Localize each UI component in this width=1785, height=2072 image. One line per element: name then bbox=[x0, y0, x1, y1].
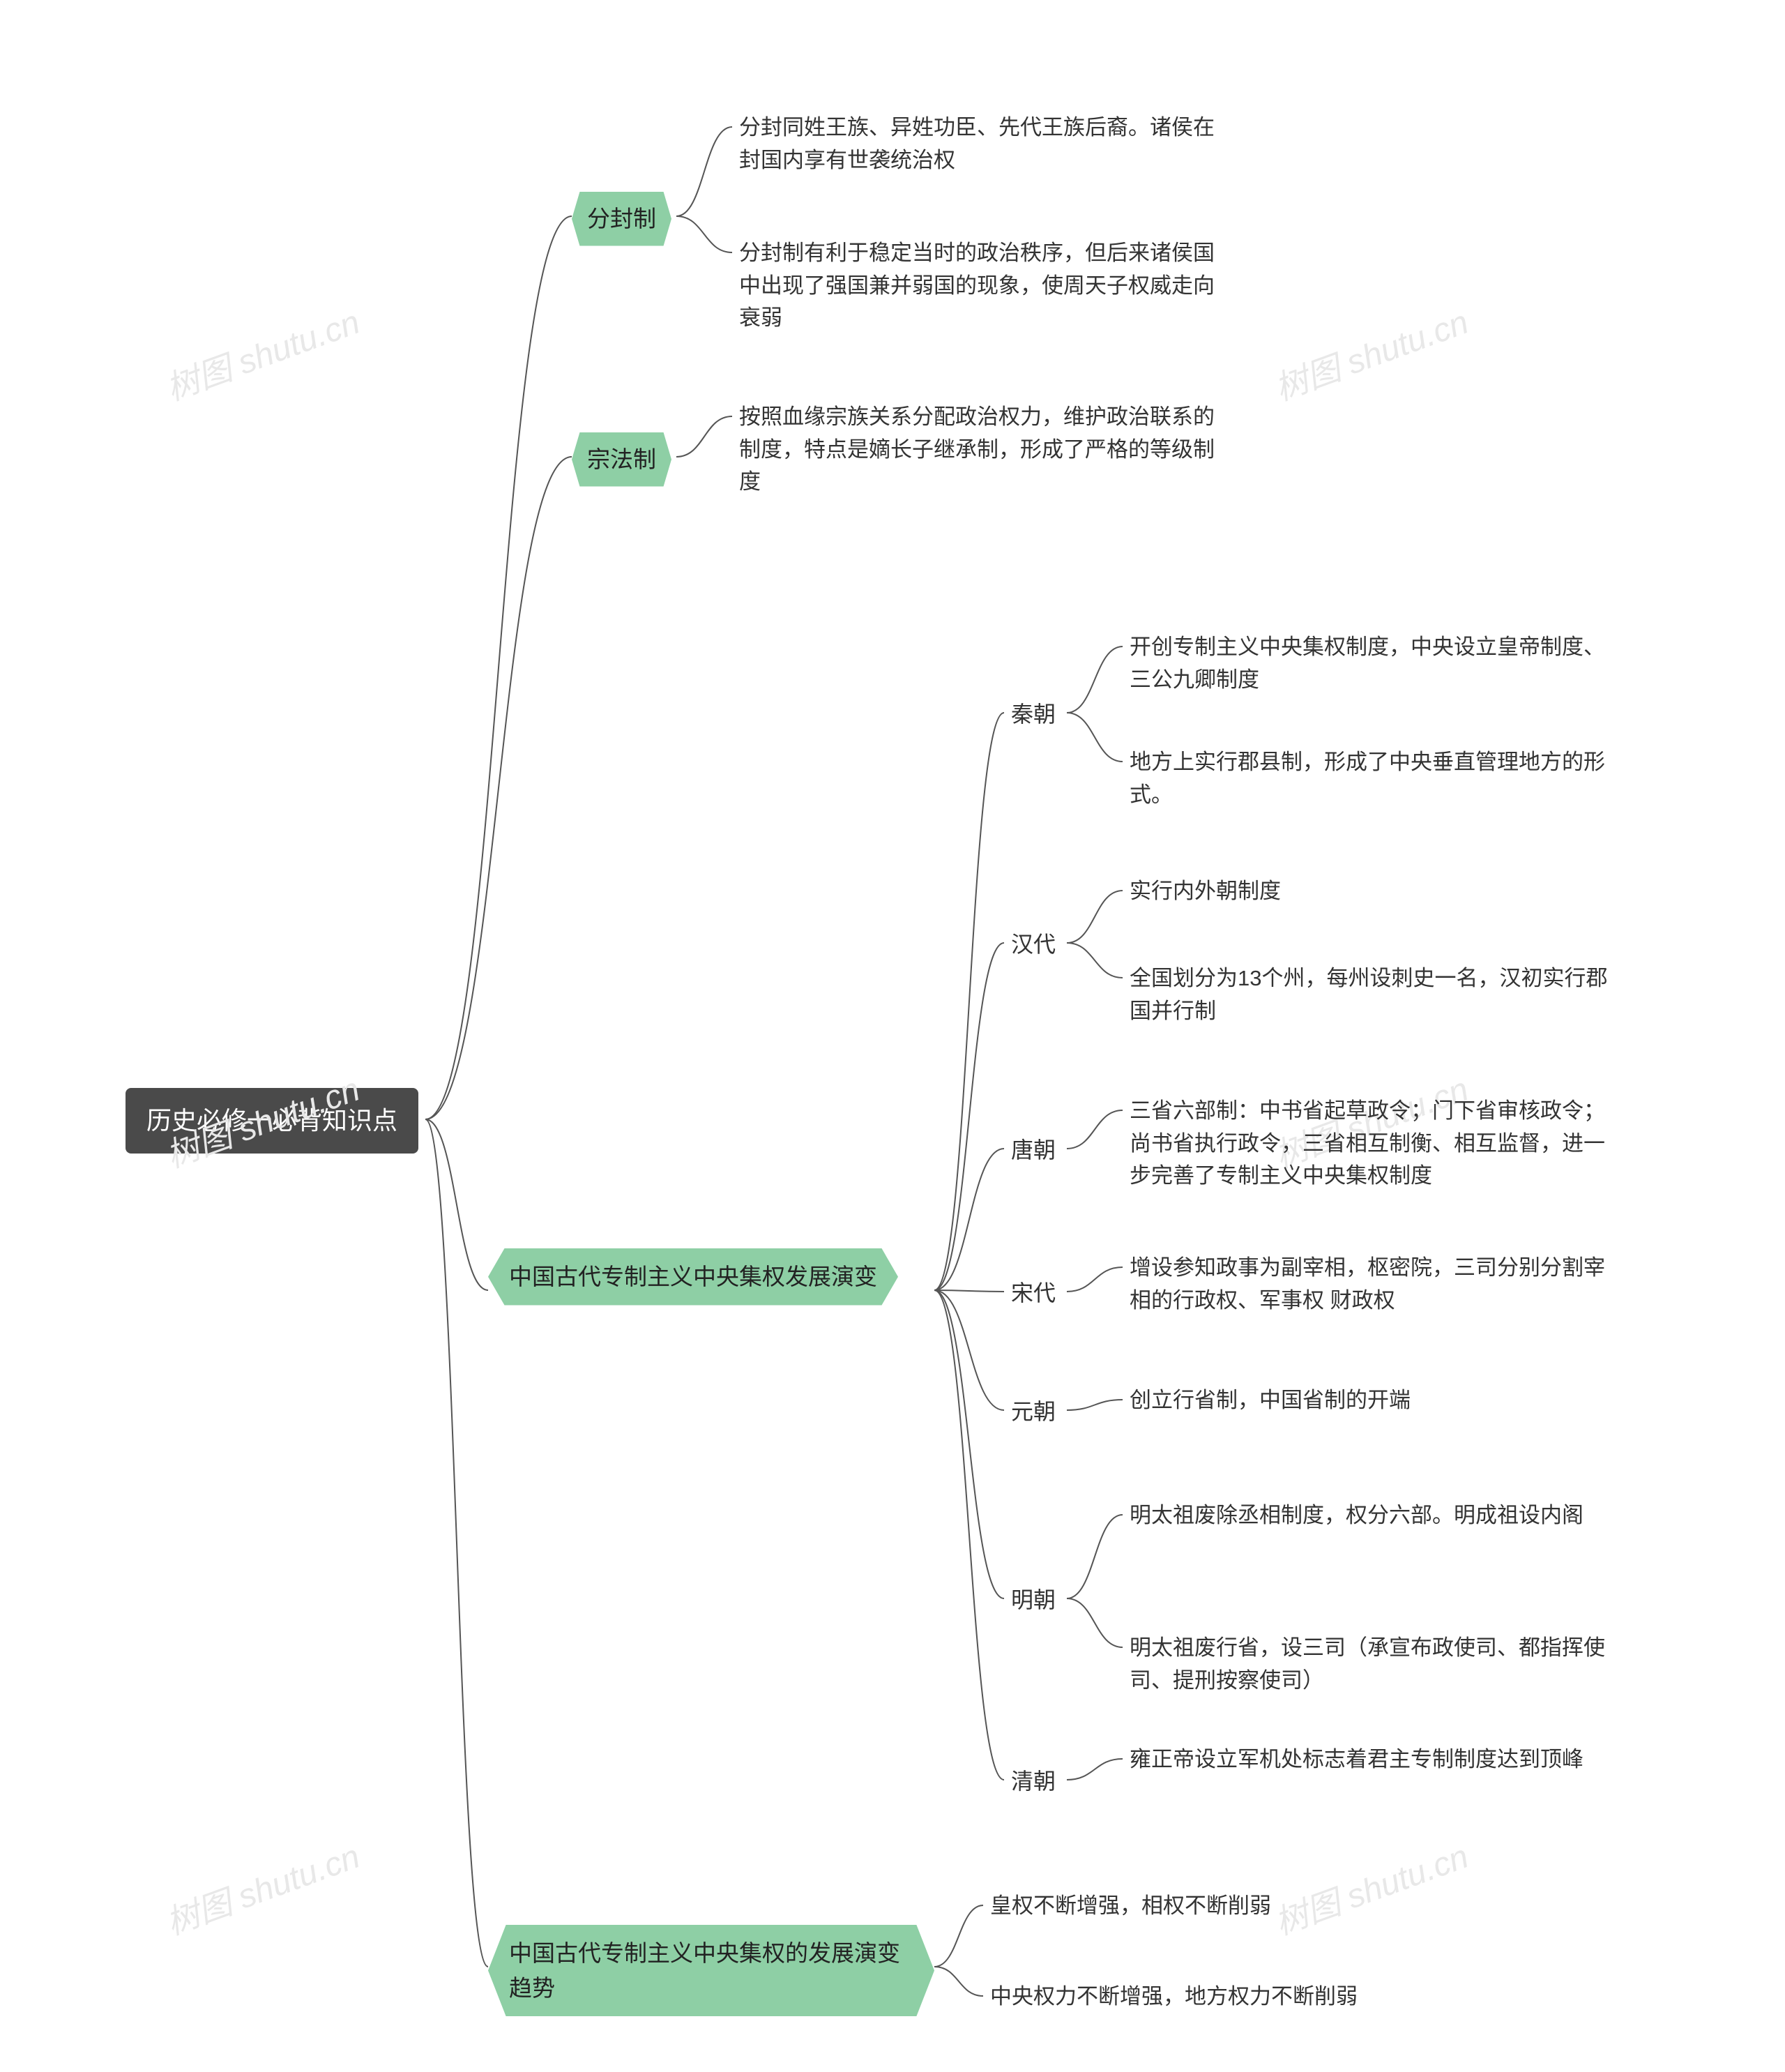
leaf-text: 全国划分为13个州，每州设刺史一名，汉初实行郡国并行制 bbox=[1130, 962, 1611, 1027]
leaf-text: 三省六部制：中书省起草政令；门下省审核政令；尚书省执行政令，三省相互制衡、相互监… bbox=[1130, 1095, 1611, 1193]
leaf-text: 分封同姓王族、异姓功臣、先代王族后裔。诸侯在封国内享有世袭统治权 bbox=[739, 112, 1220, 176]
leaf-text: 地方上实行郡县制，形成了中央垂直管理地方的形式。 bbox=[1130, 746, 1611, 811]
dynasty-node[interactable]: 汉代 bbox=[1011, 928, 1056, 961]
watermark: 树图 shutu.cn bbox=[158, 294, 365, 409]
leaf-text: 增设参知政事为副宰相，枢密院，三司分别分割宰相的行政权、军事权 财政权 bbox=[1130, 1252, 1611, 1317]
leaf-text: 分封制有利于稳定当时的政治秩序，但后来诸侯国中出现了强国兼并弱国的现象，使周天子… bbox=[739, 237, 1220, 335]
leaf-text: 中央权力不断增强，地方权力不断削弱 bbox=[990, 1981, 1358, 2013]
watermark: 树图 shutu.cn bbox=[1267, 1829, 1474, 1944]
branch-zongfa[interactable]: 宗法制 bbox=[572, 432, 671, 487]
watermark: 树图 shutu.cn bbox=[1267, 294, 1474, 409]
leaf-text: 按照血缘宗族关系分配政治权力，维护政治联系的制度，特点是嫡长子继承制，形成了严格… bbox=[739, 401, 1220, 499]
leaf-text: 雍正帝设立军机处标志着君主专制制度达到顶峰 bbox=[1130, 1744, 1583, 1776]
dynasty-node[interactable]: 秦朝 bbox=[1011, 697, 1056, 731]
dynasty-node[interactable]: 宋代 bbox=[1011, 1276, 1056, 1310]
branch-fenfeng[interactable]: 分封制 bbox=[572, 192, 671, 246]
watermark: 树图 shutu.cn bbox=[158, 1829, 365, 1944]
dynasty-node[interactable]: 元朝 bbox=[1011, 1395, 1056, 1428]
leaf-text: 皇权不断增强，相权不断削弱 bbox=[990, 1890, 1271, 1923]
dynasty-node[interactable]: 清朝 bbox=[1011, 1764, 1056, 1798]
dynasty-node[interactable]: 唐朝 bbox=[1011, 1133, 1056, 1167]
leaf-text: 明太祖废行省，设三司（承宣布政使司、都指挥使司、提刑按察使司） bbox=[1130, 1632, 1611, 1697]
root-node[interactable]: 历史必修一必背知识点 bbox=[126, 1088, 418, 1154]
branch-trend[interactable]: 中国古代专制主义中央集权的发展演变趋势 bbox=[488, 1925, 934, 2016]
leaf-text: 创立行省制，中国省制的开端 bbox=[1130, 1384, 1411, 1417]
branch-evolution[interactable]: 中国古代专制主义中央集权发展演变 bbox=[488, 1248, 898, 1306]
dynasty-node[interactable]: 明朝 bbox=[1011, 1583, 1056, 1617]
leaf-text: 明太祖废除丞相制度，权分六部。明成祖设内阁 bbox=[1130, 1499, 1583, 1532]
leaf-text: 实行内外朝制度 bbox=[1130, 875, 1281, 908]
leaf-text: 开创专制主义中央集权制度，中央设立皇帝制度、三公九卿制度 bbox=[1130, 631, 1611, 696]
